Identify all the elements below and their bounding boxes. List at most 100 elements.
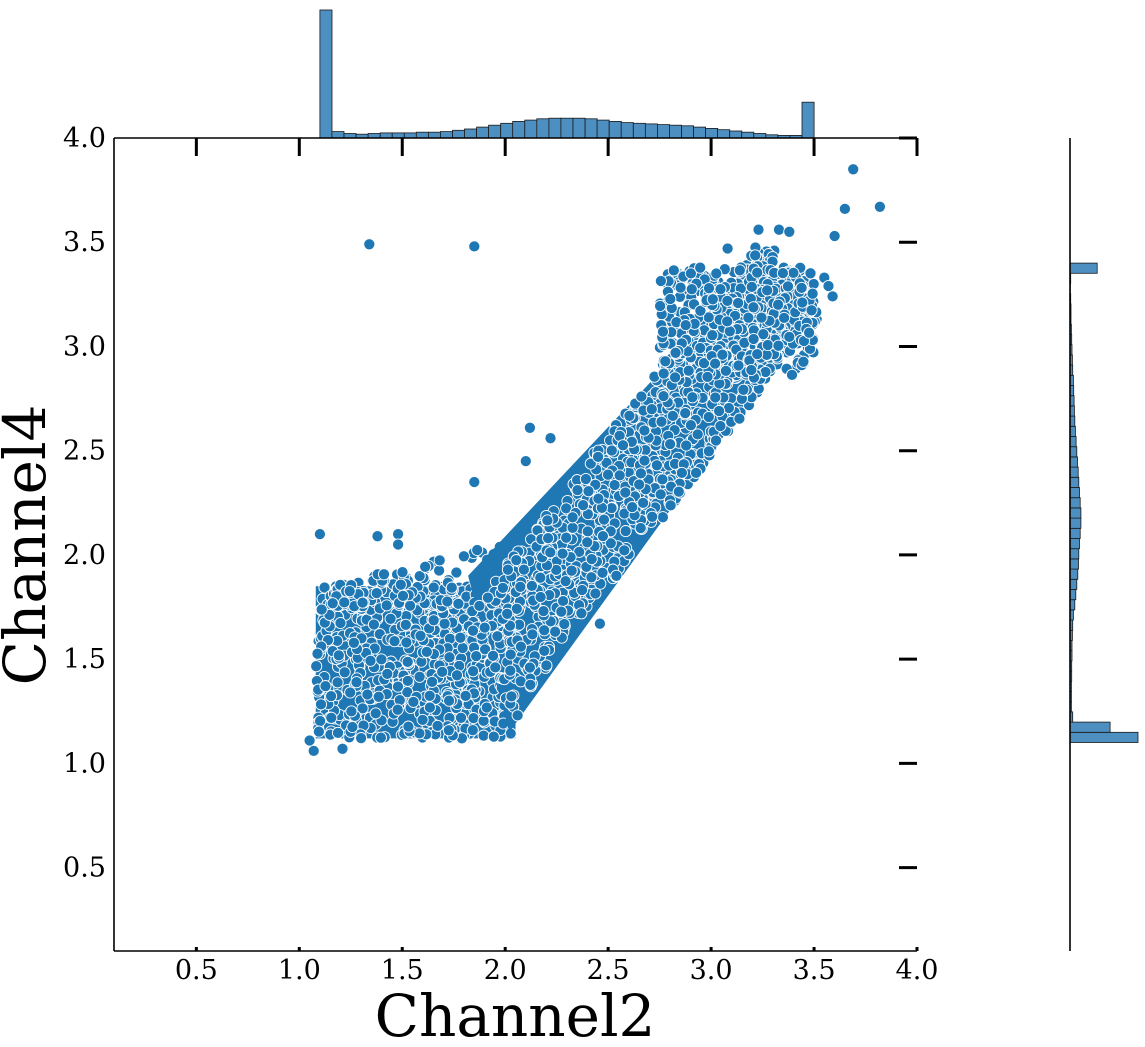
outlier-point (575, 607, 588, 620)
x-tick-label: 2.0 (484, 955, 527, 986)
scatter-point (514, 580, 527, 593)
x-tick-label: 0.5 (175, 955, 218, 986)
scatter-point (556, 547, 569, 560)
outlier-point (511, 709, 524, 722)
scatter-point (426, 675, 439, 688)
scatter-point (423, 701, 436, 714)
scatter-point (701, 370, 714, 383)
outlier-point (519, 455, 532, 468)
y-hist-bar (1069, 262, 1098, 274)
scatter-point (796, 296, 809, 309)
scatter-point (716, 348, 729, 361)
scatter-point (776, 267, 789, 280)
scatter-point (684, 419, 697, 432)
scatter-point (443, 651, 456, 664)
scatter-point (733, 264, 746, 277)
scatter-point (737, 383, 750, 396)
x-hist-bar (681, 125, 695, 139)
x-hist-bar (657, 124, 670, 139)
x-tick-label: 3.0 (690, 955, 733, 986)
scatter-point (751, 266, 764, 279)
scatter-point (637, 496, 650, 509)
scatter-point (433, 564, 446, 577)
scatter-point (558, 617, 571, 631)
scatter-point (442, 724, 455, 737)
scatter-point (592, 450, 605, 463)
scatter-point (576, 583, 589, 597)
x-hist-bar (705, 127, 719, 139)
scatter-point (690, 466, 703, 479)
scatter-point (326, 597, 339, 610)
scatter-point (452, 597, 465, 610)
scatter-point (534, 571, 547, 584)
outlier-point (392, 538, 405, 551)
outlier-point (523, 661, 536, 674)
outlier-point (544, 432, 557, 445)
scatter-point (745, 280, 758, 293)
scatter-point (680, 439, 693, 452)
scatter-point (436, 665, 449, 678)
scatter-point (466, 724, 479, 737)
y-hist-bar (1069, 568, 1079, 580)
scatter-point (375, 653, 388, 666)
scatter-point (638, 454, 651, 467)
scatter-point (407, 695, 420, 708)
y-tick-label: 1.0 (63, 748, 106, 779)
scatter-point (481, 591, 494, 604)
scatter-point (755, 311, 768, 324)
scatter-point (504, 664, 517, 677)
scatter-point (473, 599, 486, 612)
scatter-point (745, 363, 758, 377)
scatter-point (450, 669, 464, 682)
scatter-point (402, 720, 415, 733)
scatter-point (747, 301, 760, 314)
scatter-point (565, 564, 578, 577)
x-axis-ticks: 0.5 1.0 1.5 2.0 2.5 3.0 3.5 4.0 (175, 138, 938, 986)
scatter-point (571, 484, 584, 497)
scatter-point (656, 473, 669, 486)
scatter-point (338, 666, 351, 679)
outlier-point (336, 742, 349, 755)
scatter-point (706, 329, 719, 342)
y-hist-bar (1069, 548, 1080, 560)
scatter-point (345, 705, 358, 718)
scatter-point (433, 554, 446, 567)
outlier-point (828, 229, 841, 243)
scatter-point (778, 311, 791, 324)
scatter-point (757, 328, 770, 341)
scatter-point (396, 566, 409, 579)
scatter-point (384, 612, 397, 625)
y-tick-label: 4.0 (63, 123, 106, 154)
scatter-point (589, 587, 602, 600)
scatter-point (456, 641, 469, 655)
outlier-point (783, 225, 796, 238)
marginal-y-histogram (1069, 138, 1139, 951)
y-hist-bar (1069, 456, 1078, 468)
scatter-point (441, 595, 454, 608)
y-hist-bar (1069, 446, 1078, 458)
scatter-point (538, 624, 551, 637)
scatter-points (310, 241, 823, 745)
y-hist-bar (1069, 721, 1111, 733)
scatter-point (618, 544, 631, 557)
outlier-point (303, 734, 316, 747)
scatter-point (751, 348, 764, 361)
scatter-point (619, 486, 632, 499)
scatter-point (559, 575, 572, 588)
scatter-point (401, 655, 414, 668)
y-hist-bar (1069, 425, 1076, 437)
marginal-x-histogram (114, 9, 917, 139)
scatter-point (747, 332, 760, 346)
x-hist-bar (536, 118, 550, 139)
scatter-point (706, 293, 719, 306)
scatter-point (783, 330, 796, 343)
y-hist-bar (1069, 578, 1078, 590)
scatter-point (605, 444, 618, 457)
scatter-point (334, 616, 347, 630)
scatter-point (608, 478, 621, 492)
y-tick-label: 2.5 (63, 436, 106, 467)
scatter-point (582, 485, 595, 498)
scatter-point (544, 546, 557, 559)
y-hist-bar (1069, 731, 1139, 743)
x-tick-label: 2.5 (587, 955, 630, 986)
